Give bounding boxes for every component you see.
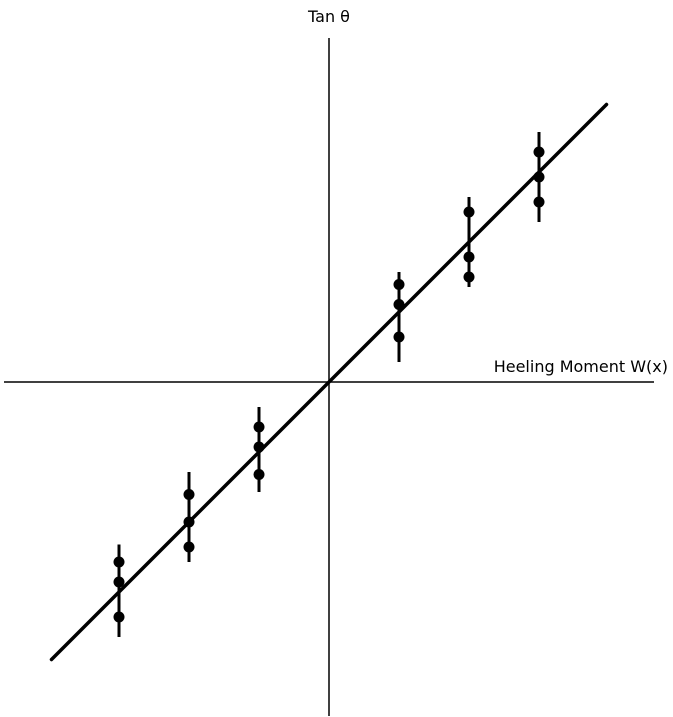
data-point [533, 196, 545, 208]
data-points [113, 146, 545, 623]
data-point [463, 206, 475, 218]
fit-line [49, 102, 609, 662]
data-point [253, 469, 265, 480]
data-point [463, 271, 475, 283]
data-point [113, 556, 125, 568]
data-point [463, 251, 475, 263]
data-point [183, 489, 195, 500]
y-axis-label: Tan θ [307, 7, 350, 26]
data-point [393, 299, 405, 310]
data-point [113, 576, 125, 588]
data-point [533, 171, 545, 183]
data-point [393, 331, 405, 343]
x-axis-label: Heeling Moment W(x) [494, 357, 668, 376]
data-point [253, 421, 265, 433]
data-point [113, 611, 125, 623]
data-point [253, 441, 265, 453]
data-point [183, 541, 195, 553]
data-point [393, 279, 405, 290]
data-point [183, 516, 195, 528]
data-point [533, 146, 545, 158]
